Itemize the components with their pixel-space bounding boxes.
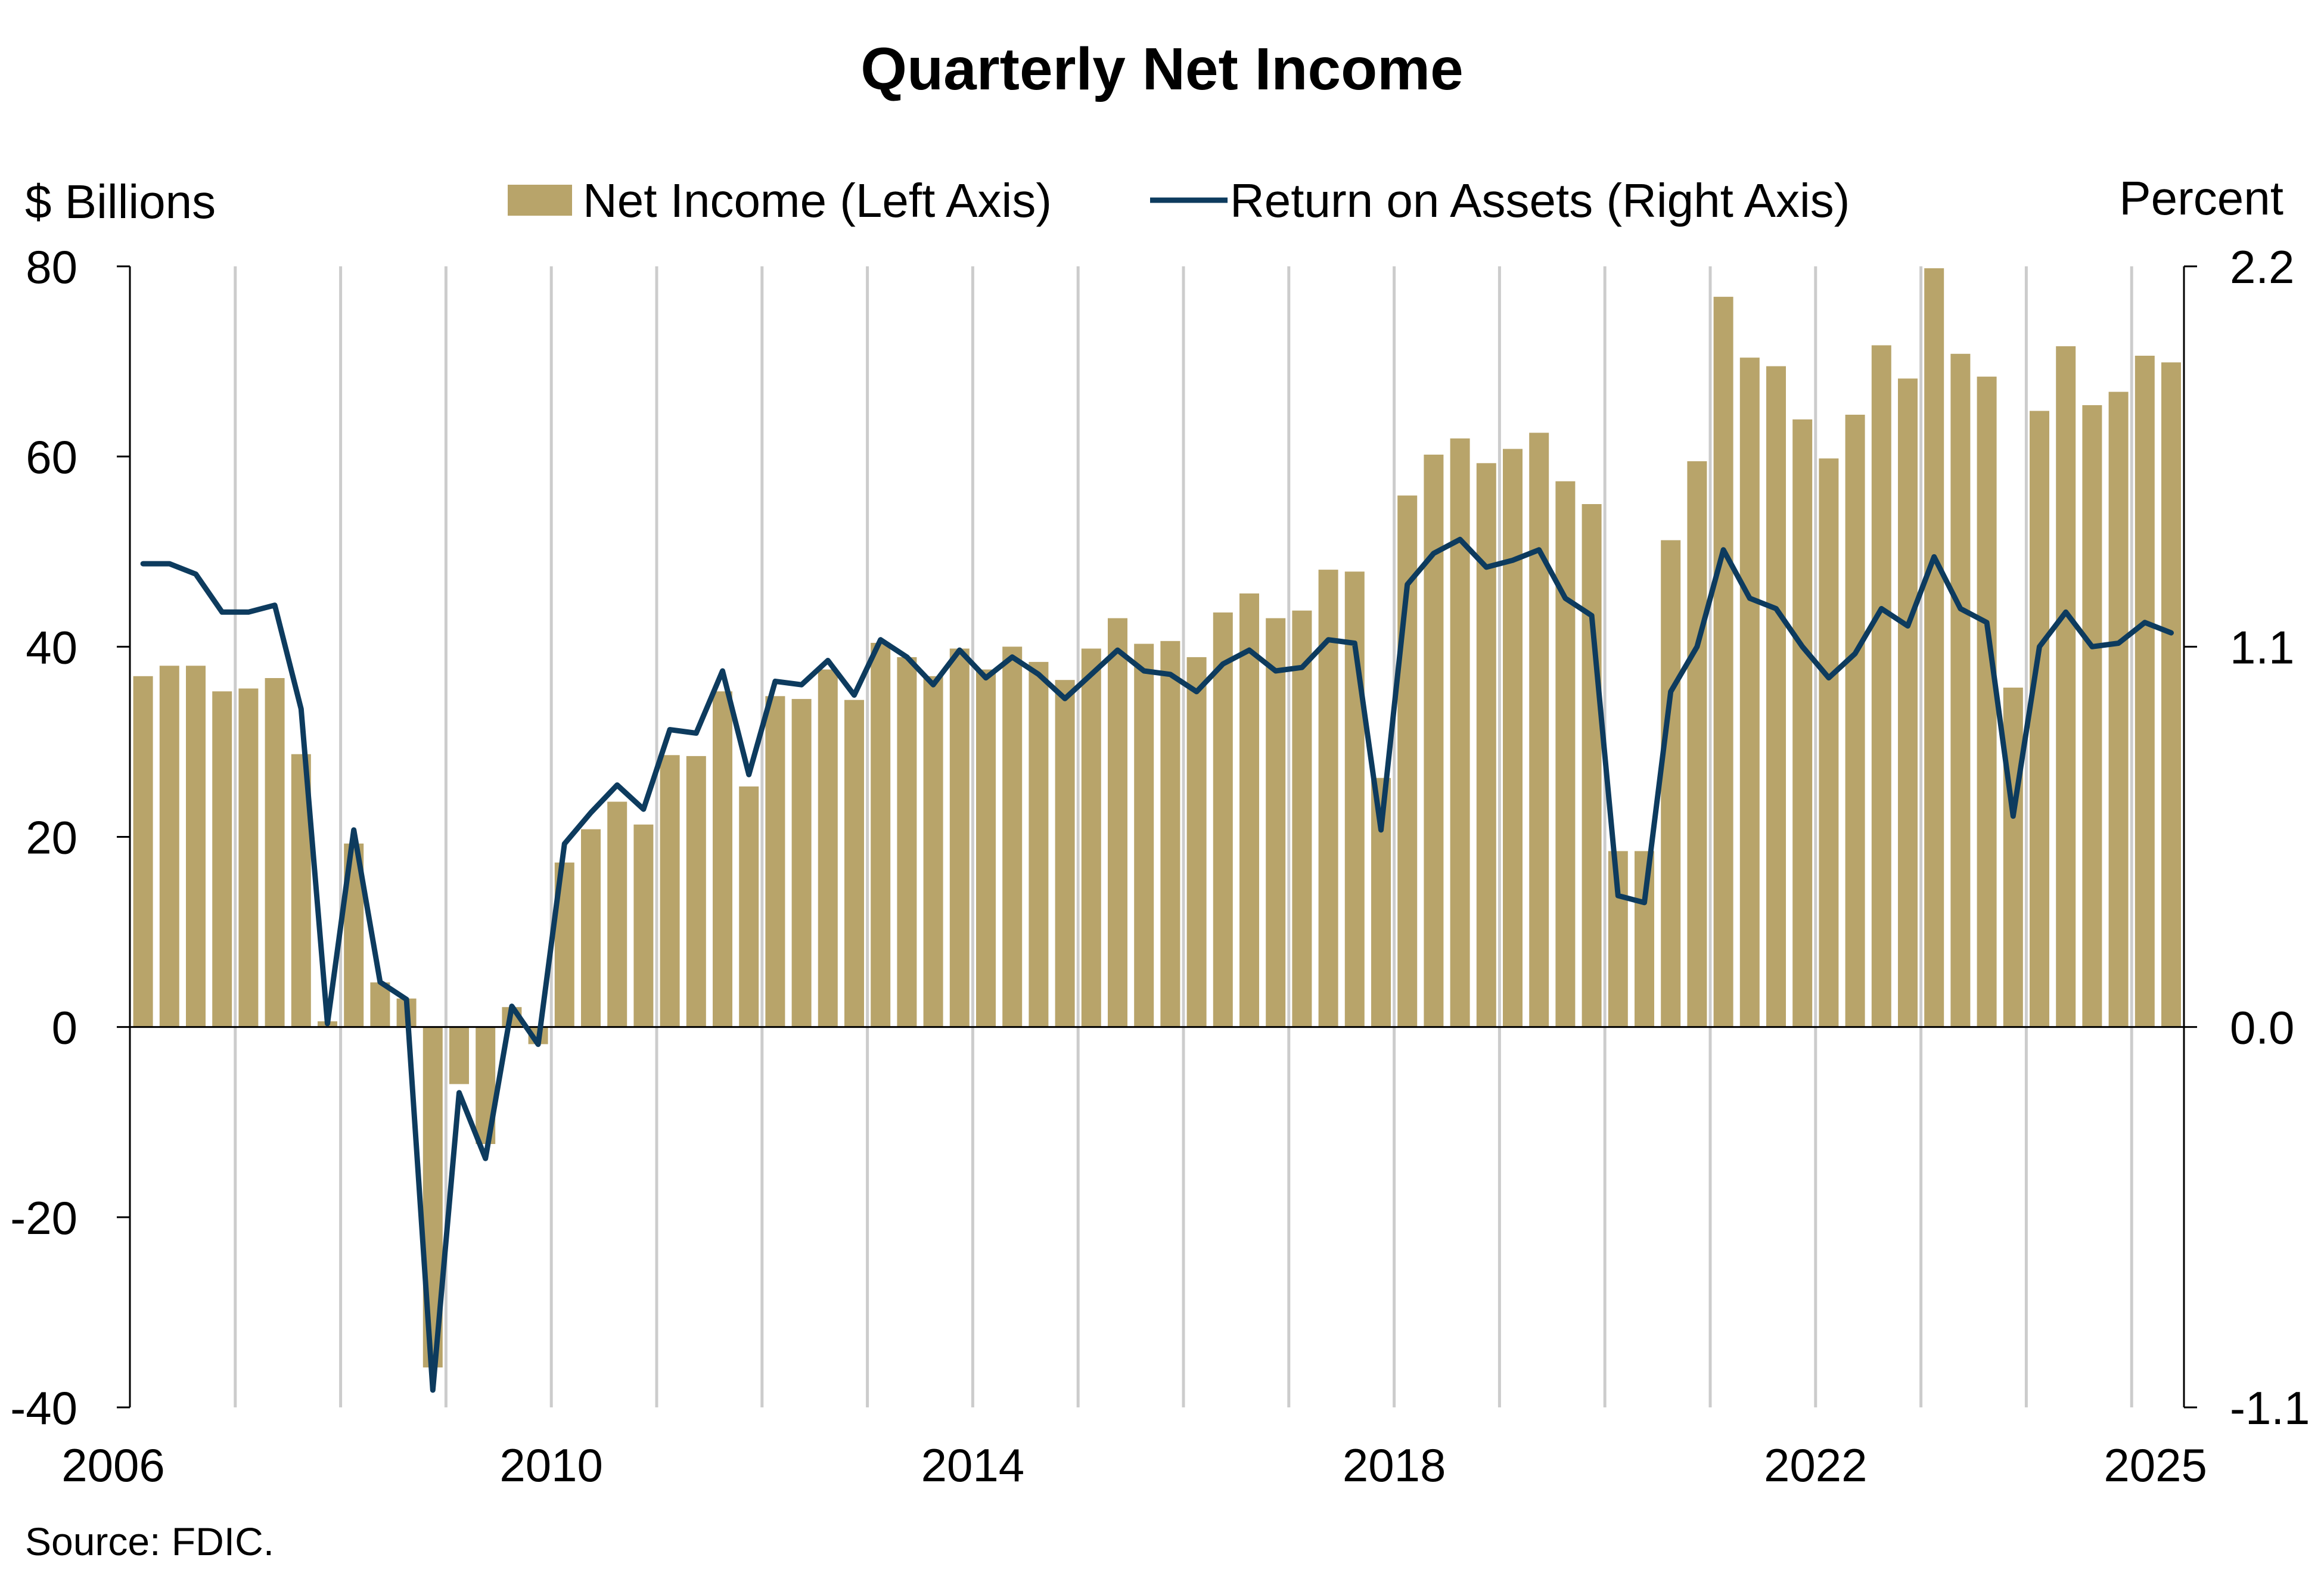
net-income-bar: [660, 755, 680, 1027]
left-axis-tick-label: 80: [26, 241, 77, 293]
net-income-bar: [713, 691, 732, 1027]
x-axis-tick-label: 2006: [61, 1439, 165, 1491]
right-axis-tick-label: 1.1: [2230, 621, 2294, 673]
net-income-bar: [265, 678, 285, 1027]
x-axis-tick-label: 2010: [499, 1439, 603, 1491]
net-income-bar: [1713, 297, 1733, 1027]
x-axis-tick-label: 2025: [2104, 1439, 2207, 1491]
net-income-bar: [370, 982, 390, 1027]
left-axis-title: $ Billions: [25, 175, 216, 228]
net-income-bar: [897, 657, 917, 1027]
bars: [133, 268, 2181, 1367]
net-income-bar: [1555, 481, 1576, 1027]
legend: Net Income (Left Axis) Return on Assets …: [508, 174, 1850, 227]
net-income-bar: [871, 642, 891, 1027]
left-axis-tick-label: -40: [10, 1382, 77, 1434]
net-income-bar: [1819, 458, 1839, 1027]
net-income-bar: [581, 829, 601, 1027]
net-income-bar: [1292, 610, 1312, 1027]
net-income-bar: [1582, 504, 1602, 1027]
net-income-bar: [686, 756, 706, 1027]
return-on-assets-line: [140, 536, 2174, 1393]
net-income-bar: [2003, 688, 2023, 1027]
left-axis-tick-label: 60: [26, 431, 77, 483]
net-income-bar: [2030, 411, 2049, 1027]
net-income-bar: [238, 688, 259, 1027]
net-income-bar: [607, 801, 627, 1027]
net-income-bar: [1871, 345, 1891, 1027]
net-income-bar: [2135, 356, 2155, 1027]
net-income-bar: [1529, 433, 1549, 1027]
net-income-bar: [1450, 438, 1470, 1027]
net-income-bar: [186, 666, 206, 1027]
net-income-bar: [1134, 644, 1154, 1027]
net-income-bar: [633, 824, 654, 1027]
net-income-bar: [1661, 540, 1681, 1027]
net-income-bar: [449, 1027, 469, 1084]
net-income-bar: [1766, 366, 1786, 1027]
net-income-bar: [159, 666, 179, 1027]
net-income-bar: [1950, 353, 1971, 1027]
left-axis-tick-label: -20: [10, 1192, 77, 1244]
roa-line-group: [140, 536, 2174, 1393]
net-income-bar: [765, 696, 785, 1027]
right-axis-tick-label: 0.0: [2230, 1002, 2294, 1054]
net-income-bar: [1977, 377, 1997, 1027]
net-income-bar: [1055, 680, 1075, 1027]
net-income-bar: [791, 699, 812, 1027]
x-axis: 2006 2010 2014 2018 2022 2025: [61, 1439, 2207, 1491]
net-income-bar: [1503, 449, 1523, 1027]
net-income-bar: [1476, 463, 1496, 1027]
right-axis-title: Percent: [2119, 172, 2283, 225]
net-income-bar: [1186, 657, 1207, 1027]
left-axis: 80 60 40 20 0 -20 -40: [10, 241, 131, 1434]
x-axis-tick-label: 2022: [1764, 1439, 1868, 1491]
net-income-bar: [1635, 851, 1654, 1027]
legend-label-return-on-assets: Return on Assets (Right Axis): [1230, 174, 1850, 227]
net-income-bar: [1924, 268, 1944, 1027]
left-axis-tick-label: 0: [52, 1002, 77, 1054]
net-income-bar: [1845, 415, 1865, 1027]
net-income-bar: [844, 700, 864, 1027]
net-income-bar: [976, 669, 996, 1027]
net-income-bar: [1739, 358, 1760, 1027]
net-income-bar: [923, 676, 943, 1027]
net-income-bar: [2161, 362, 2181, 1027]
net-income-bar: [1108, 618, 1127, 1027]
net-income-bar: [1792, 419, 1813, 1027]
net-income-bar: [1687, 461, 1707, 1027]
net-income-bar: [2108, 391, 2129, 1027]
x-axis-tick-label: 2014: [921, 1439, 1025, 1491]
right-axis-tick-label: 2.2: [2230, 241, 2294, 293]
x-axis-tick-label: 2018: [1343, 1439, 1446, 1491]
net-income-bar: [818, 669, 838, 1027]
left-axis-tick-label: 40: [26, 621, 77, 673]
source-note: Source: FDIC.: [25, 1519, 274, 1563]
right-axis: 2.2 1.1 0.0 -1.1: [2183, 241, 2310, 1434]
net-income-bar: [1424, 455, 1444, 1027]
net-income-bar: [2082, 405, 2102, 1027]
net-income-bar: [1898, 378, 1918, 1027]
legend-swatch-net-income: [508, 185, 572, 216]
net-income-bar: [2056, 346, 2076, 1027]
net-income-bar: [1002, 646, 1023, 1027]
net-income-bar: [1266, 618, 1286, 1027]
right-axis-tick-label: -1.1: [2230, 1382, 2310, 1434]
net-income-bar: [739, 786, 759, 1027]
net-income-bar: [1029, 661, 1049, 1027]
grid: [234, 266, 2133, 1407]
chart-title: Quarterly Net Income: [860, 36, 1463, 102]
left-axis-tick-label: 20: [26, 812, 77, 864]
net-income-bar: [212, 691, 232, 1027]
net-income-bar: [1239, 593, 1259, 1027]
net-income-bar: [949, 648, 970, 1027]
legend-label-net-income: Net Income (Left Axis): [583, 174, 1052, 227]
net-income-bar: [1213, 612, 1233, 1027]
net-income-bar: [133, 676, 153, 1027]
net-income-bar: [1081, 648, 1101, 1027]
net-income-bar: [1160, 641, 1180, 1027]
